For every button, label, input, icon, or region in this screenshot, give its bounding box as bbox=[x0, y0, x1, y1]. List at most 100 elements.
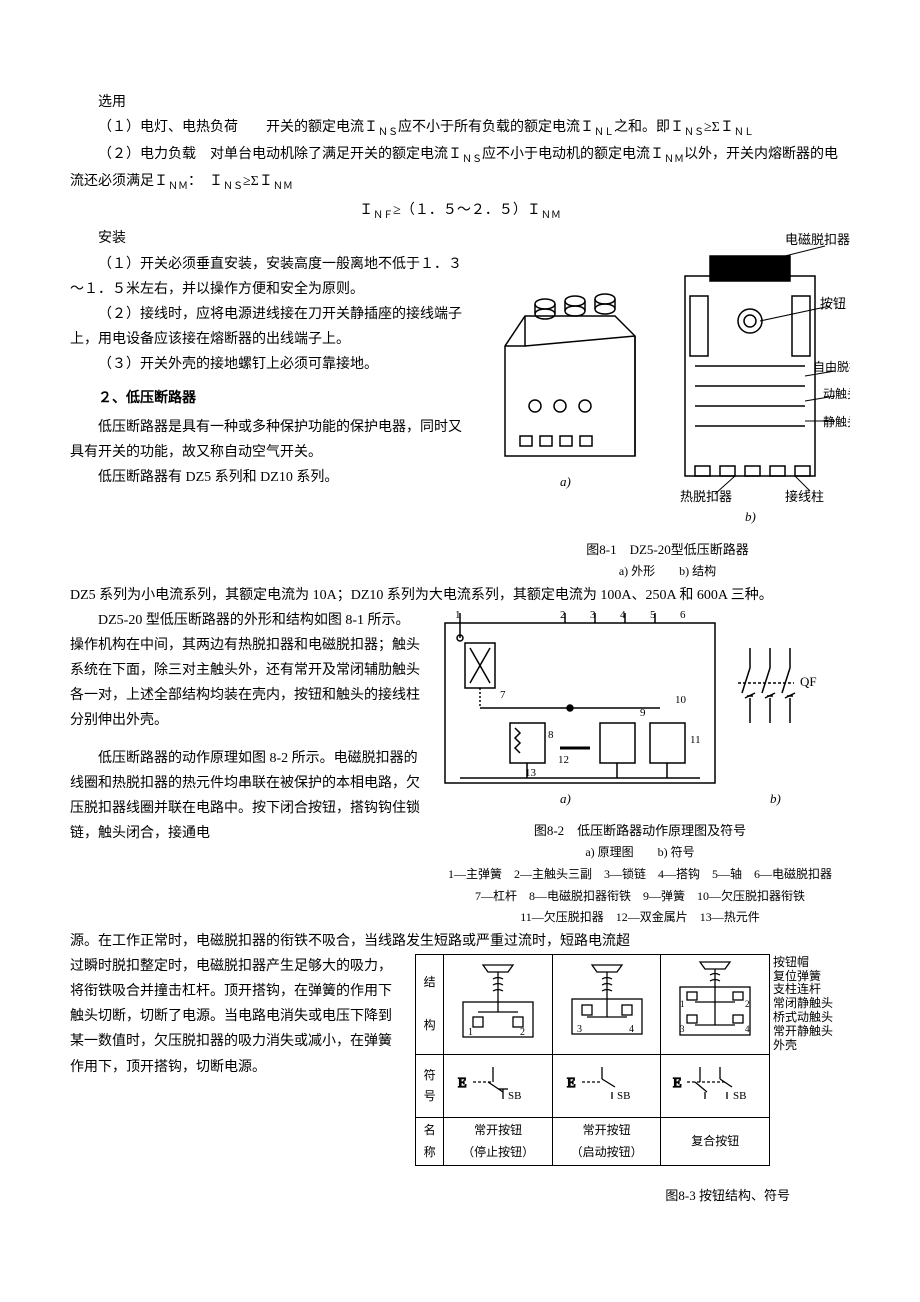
fig83-section: 结 构 1 bbox=[70, 954, 850, 1208]
fig82-b: b) bbox=[770, 791, 781, 806]
lbl: 桥式动触头 bbox=[773, 1011, 833, 1025]
fig81-caption-sub: a) 外形 b) 结构 bbox=[485, 561, 850, 583]
svg-text:2: 2 bbox=[560, 609, 566, 621]
sub: ＮＳ bbox=[223, 181, 243, 192]
fig82-legend2: 7—杠杆 8—电磁脱扣器衔铁 9—弹簧 10—欠压脱扣器衔铁 bbox=[430, 886, 850, 908]
sub: ＮＭ bbox=[541, 209, 561, 220]
fig83-table: 结 构 1 bbox=[415, 954, 770, 1166]
lbl: 按钮帽 bbox=[773, 956, 833, 970]
fig81-label: 静触头 bbox=[823, 415, 850, 429]
fig83-side-labels: 按钮帽 复位弹簧 支柱连杆 常闭静触头 桥式动触头 常开静触头 外壳 bbox=[773, 956, 833, 1053]
fig83-caption: 图8-3 按钮结构、符号 bbox=[415, 1184, 850, 1207]
lbl: 常开静触头 bbox=[773, 1025, 833, 1039]
btn-sym-3: E SB bbox=[665, 1057, 765, 1107]
figure-8-2: 1 23 456 7 8 9 10 11 12 13 QF a) b) 图8-2… bbox=[430, 608, 850, 929]
text: ≥ΣＩ bbox=[243, 174, 273, 189]
name: 复合按钮 bbox=[661, 1118, 770, 1166]
sub: ＮＳ bbox=[378, 127, 398, 138]
fig82-legend1: 1—主弹簧 2—主触头三副 3—锁链 4—搭钩 5—轴 6—电磁脱扣器 bbox=[430, 864, 850, 886]
row-label: 结 bbox=[424, 975, 436, 989]
text: 之和。即Ｉ bbox=[614, 120, 684, 135]
lbl: 外壳 bbox=[773, 1039, 833, 1053]
fig82-qf: QF bbox=[800, 674, 817, 689]
svg-text:1: 1 bbox=[455, 609, 461, 621]
svg-text:SB: SB bbox=[508, 1090, 521, 1102]
svg-text:1: 1 bbox=[468, 1027, 473, 1038]
svg-text:12: 12 bbox=[558, 754, 569, 766]
selection-heading: 选用 bbox=[70, 90, 850, 115]
selection-item-1: （１）电灯、电热负荷 开关的额定电流ＩＮＳ应不小于所有负载的额定电流ＩＮＬ之和。… bbox=[70, 115, 850, 142]
svg-text:1: 1 bbox=[680, 999, 685, 1009]
svg-text:E: E bbox=[673, 1076, 682, 1091]
svg-text:13: 13 bbox=[525, 767, 537, 779]
svg-text:9: 9 bbox=[640, 707, 646, 719]
btn-sym-1: E SB bbox=[448, 1057, 548, 1107]
fig81-label: 自由脱扣器 bbox=[813, 359, 850, 374]
name: （停止按钮） bbox=[462, 1145, 534, 1159]
figure-8-3: 结 构 1 bbox=[415, 954, 850, 1208]
fig81-b: b) bbox=[745, 509, 756, 524]
sub: ＮＳ bbox=[462, 154, 482, 165]
selection-item-2: （２）电力负载 对单台电动机除了满足开关的额定电流ＩＮＳ应不小于电动机的额定电流… bbox=[70, 142, 850, 196]
btn-struct-1: 1 2 bbox=[448, 957, 548, 1045]
formula-inf: ＩＮＦ≥（１．５～２．５）ＩＮＭ bbox=[70, 198, 850, 225]
sub: ＮＭ bbox=[168, 181, 188, 192]
svg-text:4: 4 bbox=[629, 1024, 634, 1035]
fig81-caption: 图8-1 DZ5-20型低压断路器 bbox=[485, 538, 850, 561]
svg-text:SB: SB bbox=[617, 1090, 630, 1102]
svg-text:6: 6 bbox=[680, 609, 686, 621]
fig82-legend3: 11—欠压脱扣器 12—双金属片 13—热元件 bbox=[430, 907, 850, 929]
row-label: 构 bbox=[424, 1018, 436, 1032]
row-label: 符 bbox=[424, 1068, 436, 1082]
fig81-label: 按钮 bbox=[820, 296, 846, 311]
fig82-section: 1 23 456 7 8 9 10 11 12 13 QF a) b) 图8-2… bbox=[70, 608, 850, 929]
name: 常开按钮 bbox=[583, 1123, 631, 1137]
svg-text:4: 4 bbox=[620, 609, 626, 621]
svg-text:11: 11 bbox=[690, 734, 701, 746]
btn-sym-2: E SB bbox=[557, 1057, 657, 1107]
sub: ＮＳ bbox=[684, 127, 704, 138]
text: 应不小于电动机的额定电流Ｉ bbox=[482, 147, 664, 162]
lbl: 支柱连杆 bbox=[773, 983, 833, 997]
fig81-label: 动触头 bbox=[823, 387, 850, 401]
row-label: 名 bbox=[424, 1123, 436, 1137]
fig82-svg: 1 23 456 7 8 9 10 11 12 13 QF a) b) bbox=[430, 608, 850, 808]
svg-text:3: 3 bbox=[680, 1024, 685, 1034]
sub: ＮＬ bbox=[734, 127, 754, 138]
text: Ｉ bbox=[359, 203, 373, 218]
text: ≥ΣＩ bbox=[704, 120, 734, 135]
svg-text:8: 8 bbox=[548, 729, 554, 741]
text: （１）电灯、电热负荷 开关的额定电流Ｉ bbox=[98, 120, 378, 135]
s2-p2b: DZ5 系列为小电流系列，其额定电流为 10A；DZ10 系列为大电流系列，其额… bbox=[70, 583, 850, 608]
name: （启动按钮） bbox=[571, 1145, 643, 1159]
text: ： Ｉ bbox=[188, 174, 223, 189]
fig82-sub: a) 原理图 b) 符号 bbox=[430, 842, 850, 864]
text: ≥（１．５～２．５）Ｉ bbox=[393, 203, 541, 218]
install-section: 电磁脱扣器 按钮 自由脱扣器 动触头 静触头 热脱扣器 接线柱 a) b) 图8… bbox=[70, 226, 850, 582]
fig81-a: a) bbox=[560, 474, 571, 489]
sub: ＮＭ bbox=[664, 154, 684, 165]
text: （２）电力负载 对单台电动机除了满足开关的额定电流Ｉ bbox=[98, 147, 462, 162]
figure-8-1: 电磁脱扣器 按钮 自由脱扣器 动触头 静触头 热脱扣器 接线柱 a) b) 图8… bbox=[485, 226, 850, 582]
svg-text:10: 10 bbox=[675, 694, 687, 706]
s2-p4b: 源。在工作正常时，电磁脱扣器的衔铁不吸合，当线路发生短路或严重过流时，短路电流超 bbox=[70, 929, 850, 954]
fig81-label: 接线柱 bbox=[785, 489, 824, 504]
fig82-caption: 图8-2 低压断路器动作原理图及符号 bbox=[430, 819, 850, 842]
svg-text:2: 2 bbox=[520, 1027, 525, 1038]
fig82-a: a) bbox=[560, 791, 571, 806]
svg-text:E: E bbox=[567, 1076, 576, 1091]
sub: ＮＭ bbox=[273, 181, 293, 192]
svg-text:5: 5 bbox=[650, 609, 656, 621]
text: 应不小于所有负载的额定电流Ｉ bbox=[398, 120, 594, 135]
svg-text:4: 4 bbox=[745, 1024, 750, 1034]
lbl: 常闭静触头 bbox=[773, 997, 833, 1011]
btn-struct-2: 3 4 bbox=[557, 957, 657, 1045]
fig81-svg: 电磁脱扣器 按钮 自由脱扣器 动触头 静触头 热脱扣器 接线柱 a) b) bbox=[485, 226, 850, 526]
row-label: 号 bbox=[424, 1089, 436, 1103]
sub: ＮＦ bbox=[373, 209, 393, 220]
svg-text:SB: SB bbox=[733, 1090, 746, 1102]
row-label: 称 bbox=[424, 1145, 436, 1159]
svg-text:3: 3 bbox=[590, 609, 596, 621]
fig81-label: 电磁脱扣器 bbox=[785, 232, 850, 247]
name: 常开按钮 bbox=[474, 1123, 522, 1137]
